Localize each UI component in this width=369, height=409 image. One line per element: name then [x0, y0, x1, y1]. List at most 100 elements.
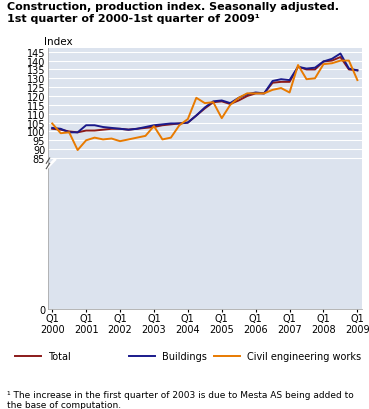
Civil engineering works: [220, 117, 224, 121]
Total: [330, 59, 334, 64]
Civil engineering works: [152, 124, 156, 129]
Total: [355, 69, 360, 74]
Total: [262, 92, 266, 97]
Buildings: [237, 96, 241, 101]
Buildings: [245, 92, 249, 97]
Total: [75, 130, 80, 135]
Text: Total: Total: [48, 351, 71, 361]
Civil engineering works: [194, 96, 199, 101]
Buildings: [347, 67, 351, 72]
Civil engineering works: [84, 139, 88, 144]
Buildings: [270, 79, 275, 84]
Line: Total: Total: [52, 58, 358, 133]
Buildings: [338, 52, 343, 57]
Total: [321, 60, 326, 65]
Total: [92, 129, 97, 134]
Buildings: [109, 126, 114, 131]
Buildings: [160, 123, 165, 128]
Buildings: [279, 78, 283, 83]
Total: [109, 127, 114, 132]
Text: ¹ The increase in the first quarter of 2003 is due to Mesta AS being added to
th: ¹ The increase in the first quarter of 2…: [7, 390, 354, 409]
Total: [296, 65, 300, 70]
Buildings: [67, 130, 71, 135]
Civil engineering works: [321, 63, 326, 67]
Buildings: [254, 91, 258, 96]
Civil engineering works: [135, 136, 139, 141]
Buildings: [304, 67, 309, 72]
Total: [160, 124, 165, 128]
Total: [254, 92, 258, 97]
Total: [270, 81, 275, 86]
Civil engineering works: [58, 131, 63, 136]
Buildings: [118, 127, 122, 132]
Buildings: [177, 122, 182, 127]
Buildings: [220, 99, 224, 103]
Civil engineering works: [177, 124, 182, 128]
Text: Buildings: Buildings: [162, 351, 207, 361]
Civil engineering works: [126, 137, 131, 142]
Buildings: [143, 125, 148, 130]
Buildings: [211, 100, 215, 105]
Total: [338, 56, 343, 61]
Total: [194, 114, 199, 119]
Text: Index: Index: [44, 37, 73, 47]
Buildings: [186, 121, 190, 126]
Civil engineering works: [254, 92, 258, 97]
Civil engineering works: [245, 92, 249, 97]
Civil engineering works: [347, 59, 351, 64]
Buildings: [355, 69, 360, 74]
Buildings: [203, 106, 207, 111]
Buildings: [50, 126, 54, 131]
Total: [169, 123, 173, 128]
Total: [58, 128, 63, 133]
Civil engineering works: [304, 78, 309, 83]
Total: [126, 128, 131, 133]
Civil engineering works: [279, 86, 283, 91]
Buildings: [262, 92, 266, 97]
Civil engineering works: [287, 91, 292, 96]
Civil engineering works: [270, 88, 275, 93]
Buildings: [287, 79, 292, 83]
Total: [84, 129, 88, 134]
Civil engineering works: [143, 134, 148, 139]
Civil engineering works: [338, 59, 343, 64]
Total: [50, 127, 54, 132]
Line: Civil engineering works: Civil engineering works: [52, 61, 358, 151]
Civil engineering works: [169, 136, 173, 141]
Total: [186, 121, 190, 126]
Civil engineering works: [109, 137, 114, 142]
Civil engineering works: [330, 62, 334, 67]
Line: Buildings: Buildings: [52, 54, 358, 133]
Total: [279, 80, 283, 85]
Civil engineering works: [67, 130, 71, 135]
Buildings: [152, 124, 156, 128]
Civil engineering works: [203, 101, 207, 106]
Total: [220, 100, 224, 105]
Total: [313, 68, 317, 73]
Buildings: [296, 65, 300, 70]
Buildings: [321, 60, 326, 65]
Civil engineering works: [92, 136, 97, 141]
Buildings: [126, 128, 131, 133]
Total: [143, 126, 148, 131]
Civil engineering works: [75, 148, 80, 153]
Civil engineering works: [50, 122, 54, 127]
Civil engineering works: [228, 103, 232, 108]
Buildings: [228, 101, 232, 106]
Total: [152, 125, 156, 130]
Buildings: [194, 114, 199, 119]
Civil engineering works: [296, 63, 300, 68]
Buildings: [169, 122, 173, 127]
Total: [211, 101, 215, 106]
Total: [347, 68, 351, 73]
Total: [118, 127, 122, 132]
Total: [177, 122, 182, 127]
Total: [304, 68, 309, 73]
Total: [287, 80, 292, 85]
Total: [67, 130, 71, 135]
Civil engineering works: [262, 92, 266, 97]
Total: [245, 94, 249, 99]
Civil engineering works: [237, 96, 241, 101]
Buildings: [75, 130, 80, 135]
Buildings: [313, 66, 317, 71]
